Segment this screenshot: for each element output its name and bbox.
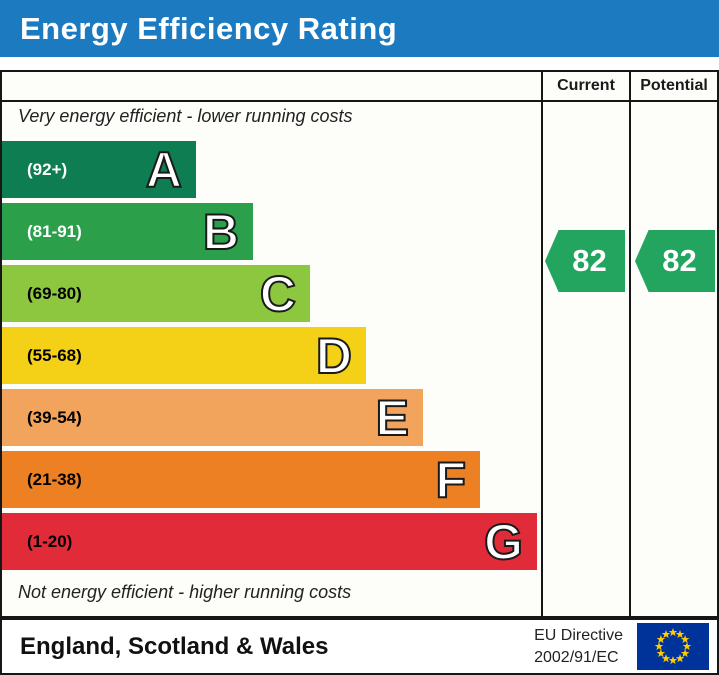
band-range-label: (21-38) <box>27 469 82 489</box>
current-rating-arrow: 82 <box>545 230 625 292</box>
page-title: Energy Efficiency Rating <box>20 10 398 46</box>
current-column-header: Current <box>557 77 615 94</box>
column-divider-potential <box>629 72 631 616</box>
band-list: (92+) A (81-91) B (69-80) C (55-68) D (3… <box>2 141 537 570</box>
potential-rating-value: 82 <box>662 243 697 278</box>
band-letter: C <box>259 265 297 322</box>
band-bar-b: (81-91) B <box>2 203 253 260</box>
band-range-label: (1-20) <box>27 531 73 551</box>
band-letter: F <box>434 451 467 508</box>
eu-directive: EU Directive 2002/91/EC <box>534 625 623 668</box>
band-bar-c: (69-80) C <box>2 265 310 322</box>
footer: England, Scotland & Wales EU Directive 2… <box>0 618 719 675</box>
band-letter: E <box>375 389 410 446</box>
eu-directive-line1: EU Directive <box>534 626 623 644</box>
title-bar: Energy Efficiency Rating <box>0 0 719 57</box>
potential-rating-arrow: 82 <box>635 230 715 292</box>
band-bar-a: (92+) A <box>2 141 196 198</box>
eu-flag-icon <box>637 623 709 670</box>
band-letter: B <box>202 203 240 260</box>
band-letter: D <box>315 327 353 384</box>
footer-region: England, Scotland & Wales <box>20 632 329 660</box>
band-range-label: (81-91) <box>27 221 82 241</box>
column-divider-current <box>541 72 543 616</box>
band-range-label: (69-80) <box>27 283 82 303</box>
top-note: Very energy efficient - lower running co… <box>18 106 353 126</box>
header-divider <box>2 100 717 102</box>
footer-right: EU Directive 2002/91/EC <box>534 623 717 670</box>
rating-table: Current Potential Very energy efficient … <box>0 70 719 618</box>
band-range-label: (55-68) <box>27 345 82 365</box>
band-bar-d: (55-68) D <box>2 327 366 384</box>
eu-directive-line2: 2002/91/EC <box>534 648 619 666</box>
bottom-note: Not energy efficient - higher running co… <box>18 582 352 602</box>
band-letter: G <box>483 513 524 570</box>
current-rating-value: 82 <box>572 243 607 278</box>
band-bar-e: (39-54) E <box>2 389 423 446</box>
band-letter: A <box>145 141 183 198</box>
band-range-label: (39-54) <box>27 407 82 427</box>
potential-column-header: Potential <box>640 77 708 94</box>
band-bar-g: (1-20) G <box>2 513 537 570</box>
band-bar-f: (21-38) F <box>2 451 480 508</box>
band-range-label: (92+) <box>27 159 68 179</box>
